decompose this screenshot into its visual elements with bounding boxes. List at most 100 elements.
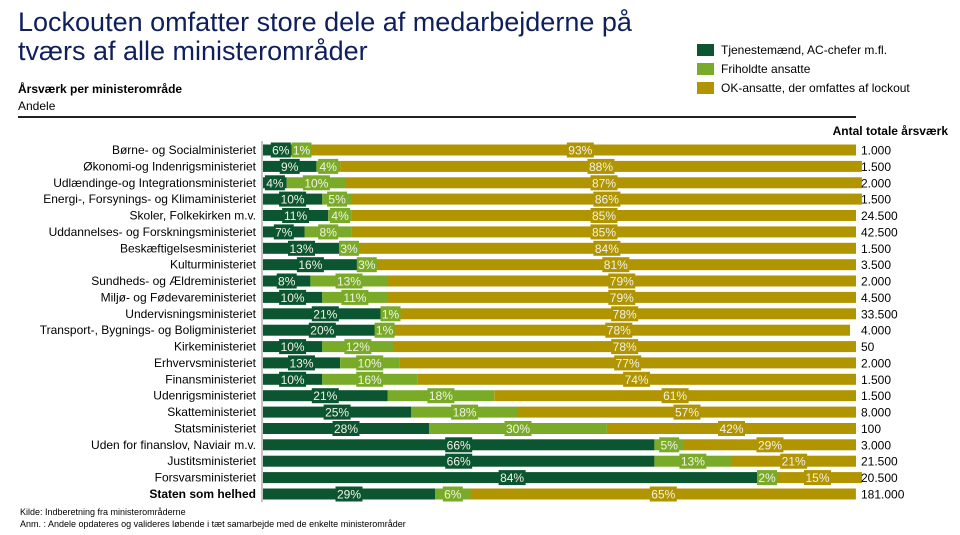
category-label: Beskæftigelsesministeriet [120,241,257,255]
data-label-box [659,437,680,453]
data-label-box [279,339,307,355]
data-label-box [335,273,363,289]
total-value: 1.000 [861,144,891,158]
total-value: 33.500 [861,307,898,321]
data-label: 1% [376,324,394,338]
data-label-box [780,453,808,469]
data-label: 84% [500,471,524,485]
data-label-box [590,175,618,191]
data-label-box [335,486,363,502]
data-label: 10% [281,291,305,305]
data-label: 9% [281,160,299,174]
data-label-box [804,470,831,486]
data-label: 4% [320,160,338,174]
data-label: 18% [453,406,477,420]
data-label: 2% [758,471,776,485]
total-value: 1.500 [861,160,891,174]
data-label: 13% [681,455,705,469]
category-label: Skatteministeriet [167,405,256,419]
data-label: 8% [320,225,338,239]
category-label: Finansministeriet [165,372,256,386]
total-value: 2.000 [861,275,891,289]
chart-title: Lockouten omfatter store dele af medarbe… [18,7,632,66]
legend-swatch-friholdte [697,62,714,75]
category-label: Kulturministeriet [170,258,257,272]
total-value: 4.500 [861,291,891,305]
data-label-box [276,273,297,289]
data-label: 6% [444,487,462,501]
data-label: 21% [313,389,337,403]
category-label: Justitsministeriet [167,454,256,468]
category-label: Undervisningsministeriet [125,307,256,321]
data-label: 21% [313,307,337,321]
data-label: 5% [661,438,679,452]
data-label: 85% [592,225,616,239]
data-label-box [661,388,689,404]
data-label: 29% [337,487,361,501]
total-value: 8.000 [861,406,891,420]
data-label: 10% [281,373,305,387]
category-label: Udlændinge-og Integrationsministeriet [53,176,256,190]
legend-item-friholdte: Friholdte ansatte [697,59,910,78]
total-value: 20.500 [861,471,898,485]
data-label: 66% [447,455,471,469]
data-label-box [318,224,339,240]
category-label: Sundheds- og Ældreministeriet [91,274,256,288]
data-label-box [608,289,636,305]
data-label: 13% [337,275,361,289]
legend-label: Tjenestemænd, AC-chefer m.fl. [721,42,888,57]
data-label: 65% [651,487,675,501]
data-label: 15% [805,471,829,485]
data-label-box [270,142,291,158]
data-label-box [264,175,285,191]
data-label-box [282,208,310,223]
total-value: 3.000 [861,438,891,452]
category-label: Erhvervsministeriet [154,356,257,370]
data-label-box [451,404,479,420]
data-label-box [318,158,339,174]
total-value: 4.000 [861,324,891,338]
data-label-box [442,486,463,502]
data-label: 12% [346,340,370,354]
data-label: 13% [289,242,313,256]
data-label: 1% [382,307,400,321]
data-label-box [279,289,307,305]
data-label: 87% [592,176,616,190]
data-label: 20% [310,324,334,338]
chart-unit-label: Andele [18,99,56,113]
data-label: 81% [604,258,628,272]
data-label: 10% [281,340,305,354]
category-label: Miljø- og Fødevareministeriet [101,290,257,304]
total-value: 42.500 [861,225,898,239]
legend-item-ok-ansatte: OK-ansatte, der omfattes af lockout [697,78,910,97]
data-label: 10% [281,193,305,207]
totals-column-header: Antal totale årsværk [832,124,948,138]
data-label: 4% [331,209,349,223]
data-label-box [590,224,618,240]
total-value: 3.500 [861,258,891,272]
data-label-box [504,421,532,436]
total-value: 24.500 [861,209,898,223]
header-divider [18,116,856,118]
data-label: 7% [275,225,293,239]
data-label: 11% [284,209,307,223]
data-label: 77% [616,356,640,370]
data-label-box [330,208,351,223]
data-label-box [356,355,384,371]
legend: Tjenestemænd, AC-chefer m.fl. Friholdte … [697,40,910,97]
data-label: 10% [358,356,382,370]
data-label-box [374,322,395,338]
data-label-box [380,306,401,322]
data-label: 8% [278,275,296,289]
category-label: Energi-, Forsynings- og Klimaministeriet [43,192,256,206]
annotation-note: Anm. : Andele opdateres og valideres løb… [20,519,406,529]
data-label-box [498,470,526,486]
data-label: 93% [568,144,592,158]
data-label: 28% [334,422,358,436]
data-label: 78% [613,340,637,354]
data-label-box [566,142,594,158]
total-value: 21.500 [861,455,898,469]
data-label-box [356,257,377,273]
data-label-box [614,355,642,371]
data-label-box [279,158,300,174]
